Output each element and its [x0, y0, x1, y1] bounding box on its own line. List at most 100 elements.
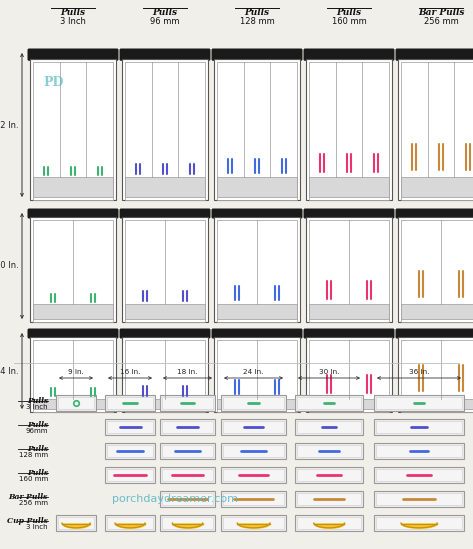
Bar — [214, 217, 300, 322]
Text: 30 In.: 30 In. — [319, 369, 339, 375]
Bar — [162, 397, 213, 409]
FancyBboxPatch shape — [120, 48, 210, 61]
FancyBboxPatch shape — [304, 48, 394, 61]
Bar — [401, 340, 473, 412]
Bar — [401, 62, 473, 200]
Bar — [214, 330, 300, 412]
Bar — [162, 469, 213, 481]
Bar — [105, 443, 155, 459]
Bar — [107, 397, 153, 409]
Bar — [297, 517, 361, 529]
Bar — [223, 517, 284, 529]
Bar — [374, 491, 464, 507]
Text: 256 mm: 256 mm — [19, 500, 48, 506]
Bar — [376, 397, 462, 409]
Bar — [376, 493, 462, 505]
Bar — [122, 210, 208, 322]
Text: 96 mm: 96 mm — [150, 17, 180, 26]
Bar — [33, 304, 113, 319]
Text: 3 Inch: 3 Inch — [26, 524, 48, 530]
Text: 24 In.: 24 In. — [243, 369, 263, 375]
Bar — [30, 50, 116, 200]
Bar — [306, 59, 392, 200]
Bar — [221, 467, 286, 483]
Bar — [33, 62, 113, 200]
Bar — [223, 493, 284, 505]
Bar — [217, 62, 297, 200]
Bar — [295, 515, 363, 531]
Bar — [297, 493, 361, 505]
Bar — [162, 493, 213, 505]
Bar — [125, 304, 205, 319]
Text: 256 mm: 256 mm — [424, 17, 458, 26]
FancyBboxPatch shape — [211, 48, 303, 61]
Text: PD: PD — [44, 76, 64, 89]
Text: Pulls: Pulls — [61, 8, 86, 17]
Text: porchdaydreamer.com: porchdaydreamer.com — [112, 494, 238, 504]
Bar — [107, 469, 153, 481]
Bar — [162, 517, 213, 529]
Bar — [30, 59, 116, 200]
Bar — [376, 517, 462, 529]
Bar — [223, 445, 284, 457]
Bar — [398, 210, 473, 322]
Bar — [376, 445, 462, 457]
Bar — [398, 337, 473, 412]
Bar — [33, 177, 113, 197]
Bar — [295, 419, 363, 435]
Bar — [56, 395, 96, 411]
FancyBboxPatch shape — [120, 328, 210, 339]
Bar — [374, 395, 464, 411]
Bar — [401, 177, 473, 197]
Bar — [309, 399, 389, 409]
Bar — [217, 220, 297, 322]
Bar — [160, 491, 215, 507]
Text: 160 mm: 160 mm — [19, 476, 48, 482]
Bar — [297, 397, 361, 409]
FancyBboxPatch shape — [27, 48, 119, 61]
Bar — [30, 210, 116, 322]
Bar — [58, 397, 94, 409]
Bar — [297, 445, 361, 457]
Bar — [217, 399, 297, 409]
Bar — [214, 59, 300, 200]
Text: 128 mm: 128 mm — [19, 452, 48, 458]
Bar — [223, 397, 284, 409]
Text: Cup Pulls: Cup Pulls — [7, 517, 48, 525]
Bar — [122, 217, 208, 322]
Text: 42 In.: 42 In. — [0, 120, 19, 130]
Bar — [309, 220, 389, 322]
Bar — [122, 337, 208, 412]
Bar — [214, 50, 300, 200]
Bar — [122, 59, 208, 200]
Bar — [306, 337, 392, 412]
Bar — [160, 419, 215, 435]
Bar — [223, 469, 284, 481]
Bar — [162, 421, 213, 433]
Bar — [398, 330, 473, 412]
Bar — [376, 469, 462, 481]
FancyBboxPatch shape — [211, 209, 303, 219]
Bar — [33, 220, 113, 322]
Bar — [33, 340, 113, 412]
Bar — [125, 62, 205, 200]
Text: 16 In.: 16 In. — [120, 369, 140, 375]
Bar — [401, 399, 473, 409]
Bar — [221, 491, 286, 507]
Text: 3 Inch: 3 Inch — [60, 17, 86, 26]
Bar — [217, 304, 297, 319]
Bar — [160, 443, 215, 459]
Text: Pulls: Pulls — [27, 445, 48, 453]
Bar — [122, 50, 208, 200]
Bar — [223, 421, 284, 433]
Bar — [125, 177, 205, 197]
Bar — [33, 399, 113, 409]
Text: Bar Pulls: Bar Pulls — [9, 493, 48, 501]
Text: 30 In.: 30 In. — [0, 261, 19, 271]
Bar — [30, 217, 116, 322]
Bar — [374, 419, 464, 435]
Bar — [105, 395, 155, 411]
FancyBboxPatch shape — [304, 328, 394, 339]
Bar — [56, 515, 96, 531]
Text: 24 In.: 24 In. — [0, 367, 19, 376]
